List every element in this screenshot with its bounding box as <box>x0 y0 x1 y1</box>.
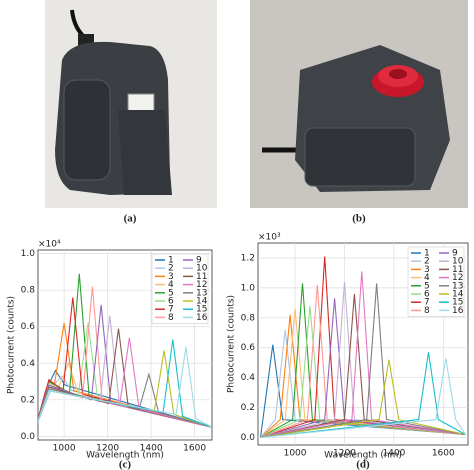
legend-label: 5 <box>424 281 430 291</box>
series-line <box>38 346 212 428</box>
y-tick-label: 0.8 <box>241 313 256 323</box>
legend-label: 4 <box>424 273 430 283</box>
legend-label: 1 <box>168 256 174 266</box>
y-tick-label: 0.8 <box>21 286 36 296</box>
legend-label: 16 <box>452 306 464 316</box>
x-axis-label: Wavelength (nm) <box>86 451 164 461</box>
legend-label: 4 <box>168 280 174 290</box>
y-axis-label: Photocurrent (counts) <box>7 296 17 394</box>
legend-label: 1 <box>424 249 430 259</box>
legend-label: 12 <box>452 273 463 283</box>
y-tick-label: 0.4 <box>241 373 256 383</box>
legend-label: 8 <box>424 306 430 316</box>
x-tick-label: 1400 <box>140 444 163 454</box>
series-line <box>260 359 466 439</box>
series-line <box>260 352 466 439</box>
y-tick-label: 0.2 <box>241 403 255 413</box>
caption: (a) <box>124 213 137 225</box>
legend-label: 7 <box>424 298 430 308</box>
legend <box>407 246 465 317</box>
caption: (b) <box>352 213 366 225</box>
legend-label: 3 <box>168 272 174 282</box>
y-tick-label: 1.0 <box>241 283 256 293</box>
series-line <box>260 293 466 439</box>
legend-label: 14 <box>452 290 464 300</box>
legend-label: 2 <box>424 257 430 267</box>
y-tick-label: 0.4 <box>21 359 36 369</box>
caption: (d) <box>356 459 370 470</box>
series-line <box>260 358 466 439</box>
photo-a <box>45 0 217 208</box>
legend-label: 7 <box>168 305 174 315</box>
device-panel <box>63 79 111 181</box>
photo-b <box>250 0 468 208</box>
legend-label: 15 <box>452 298 463 308</box>
x-tick-label: 1200 <box>96 444 119 454</box>
x-tick-label: 1600 <box>183 444 206 454</box>
multiplier: ×10³ <box>258 233 281 243</box>
legend-label: 6 <box>168 297 174 307</box>
legend-label: 13 <box>452 281 463 291</box>
y-tick-label: 0.6 <box>241 343 256 353</box>
y-tick-label: 1.0 <box>21 249 36 259</box>
y-tick-label: 0.0 <box>21 432 36 442</box>
legend-label: 11 <box>452 265 463 275</box>
legend-label: 10 <box>196 264 208 274</box>
x-tick-label: 1400 <box>382 449 405 459</box>
legend-label: 15 <box>196 305 207 315</box>
x-axis-label: Wavelength (nm) <box>324 451 402 461</box>
x-tick-label: 1000 <box>53 444 76 454</box>
y-axis-label: Photocurrent (counts) <box>227 295 237 393</box>
series-line <box>38 297 212 428</box>
legend-label: 14 <box>196 297 208 307</box>
cap-hole <box>389 69 407 79</box>
legend-label: 11 <box>196 272 207 282</box>
y-tick-label: 0.2 <box>21 395 35 405</box>
legend-label: 3 <box>424 265 430 275</box>
multiplier: ×10⁴ <box>38 240 61 250</box>
holder <box>118 110 172 195</box>
legend-label: 16 <box>196 313 208 323</box>
legend-label: 10 <box>452 257 464 267</box>
caption: (c) <box>119 459 132 470</box>
x-tick-label: 1600 <box>432 449 455 459</box>
device-panel <box>304 127 416 187</box>
x-tick-label: 1000 <box>284 449 307 459</box>
series-line <box>260 271 466 439</box>
legend-label: 9 <box>196 256 202 266</box>
y-tick-label: 0.6 <box>21 322 36 332</box>
series-line <box>260 283 466 439</box>
x-tick-label: 1200 <box>333 449 356 459</box>
legend-label: 2 <box>168 264 174 274</box>
legend <box>151 253 209 324</box>
legend-label: 12 <box>196 280 207 290</box>
y-tick-label: 1.2 <box>241 253 255 263</box>
legend-label: 8 <box>168 313 174 323</box>
legend-label: 9 <box>452 249 458 259</box>
legend-label: 6 <box>424 290 430 300</box>
legend-label: 13 <box>196 288 207 298</box>
y-tick-label: 0.0 <box>241 433 256 443</box>
legend-label: 5 <box>168 288 174 298</box>
